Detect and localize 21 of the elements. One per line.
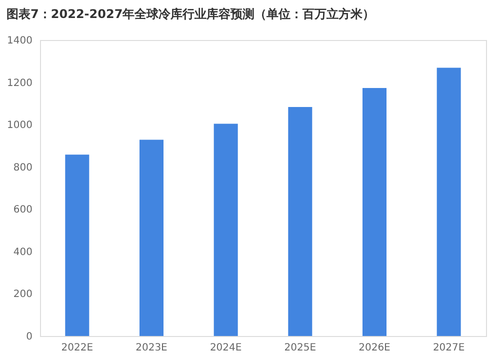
x-tick-label: 2027E [432,342,465,354]
y-tick-label: 200 [13,289,32,300]
y-tick-label: 800 [13,162,32,174]
bar [65,154,90,336]
y-tick-label: 1000 [7,120,32,132]
y-tick-label: 1200 [7,78,32,89]
y-tick-label: 1400 [7,36,32,46]
bar [288,107,312,336]
y-tick-label: 0 [26,332,32,342]
x-tick-label: 2026E [358,342,390,354]
x-tick-label: 2024E [210,342,242,354]
bar [214,124,238,336]
x-tick-label: 2023E [136,342,168,354]
y-tick-label: 400 [13,246,32,258]
bar [436,68,461,336]
x-tick-label: 2025E [284,342,316,354]
y-tick-label: 600 [13,204,32,216]
bar [362,88,386,336]
bar [140,140,164,336]
chart-title: 图表7：2022-2027年全球冷库行业库容预测（单位：百万立方米） [6,7,375,21]
x-tick-label: 2022E [61,342,94,354]
